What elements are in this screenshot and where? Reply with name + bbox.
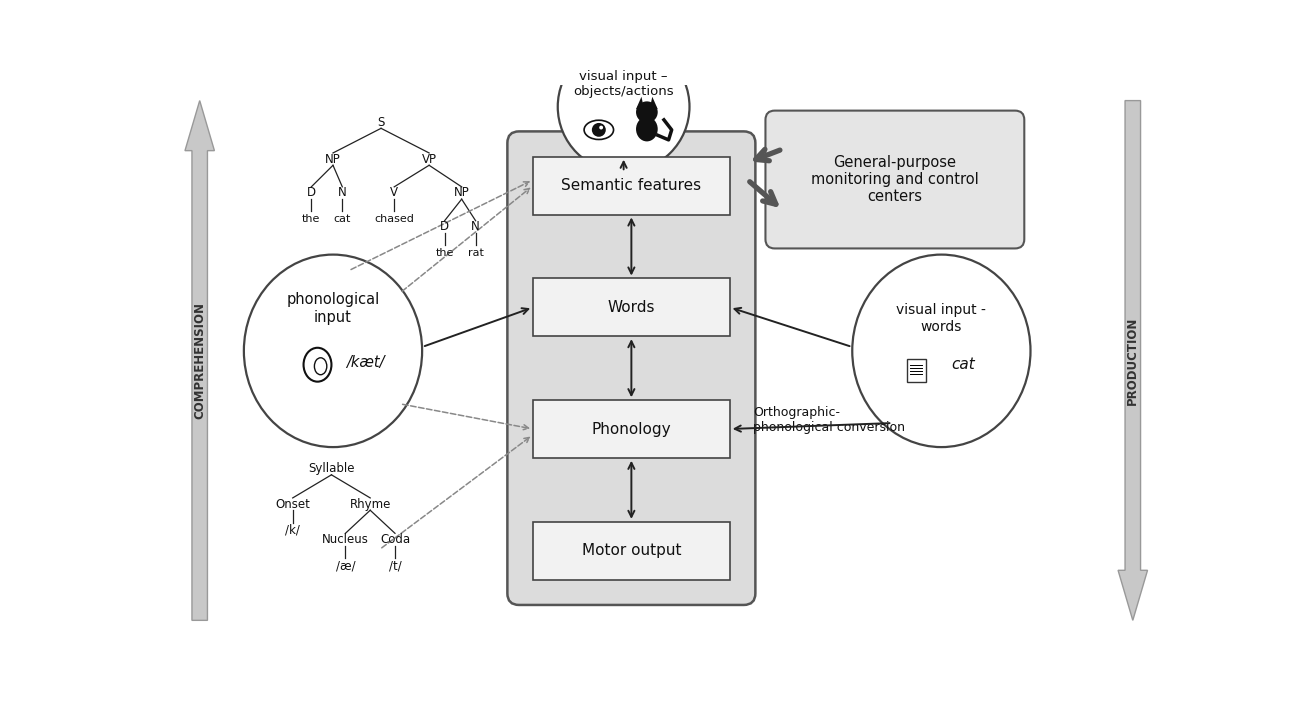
Ellipse shape bbox=[304, 348, 332, 382]
Text: Words: Words bbox=[607, 300, 655, 315]
Text: the: the bbox=[302, 214, 321, 224]
Ellipse shape bbox=[853, 255, 1031, 447]
Text: NP: NP bbox=[325, 153, 341, 165]
FancyBboxPatch shape bbox=[533, 157, 729, 214]
Text: Rhyme: Rhyme bbox=[350, 498, 391, 510]
Text: cat: cat bbox=[334, 214, 351, 224]
Text: Syllable: Syllable bbox=[308, 462, 355, 475]
FancyBboxPatch shape bbox=[766, 111, 1024, 248]
FancyBboxPatch shape bbox=[533, 278, 729, 337]
FancyBboxPatch shape bbox=[507, 131, 755, 605]
Polygon shape bbox=[185, 101, 215, 621]
Text: /æ/: /æ/ bbox=[335, 559, 355, 572]
Ellipse shape bbox=[636, 116, 658, 141]
Text: N: N bbox=[471, 220, 480, 234]
Circle shape bbox=[558, 41, 689, 173]
Text: the: the bbox=[436, 248, 454, 258]
Text: Motor output: Motor output bbox=[581, 543, 681, 558]
Text: D: D bbox=[439, 220, 450, 234]
FancyBboxPatch shape bbox=[907, 359, 926, 382]
Polygon shape bbox=[650, 97, 658, 109]
Text: Orthographic-
phonological conversion: Orthographic- phonological conversion bbox=[753, 406, 905, 435]
Text: visual input -
words: visual input - words bbox=[897, 303, 987, 334]
Circle shape bbox=[592, 123, 606, 137]
Text: cat: cat bbox=[952, 357, 975, 372]
Circle shape bbox=[636, 102, 658, 123]
Text: visual input –
objects/actions: visual input – objects/actions bbox=[573, 70, 673, 98]
Text: N: N bbox=[338, 187, 347, 200]
Ellipse shape bbox=[315, 358, 326, 375]
Text: Phonology: Phonology bbox=[592, 422, 671, 437]
Text: Onset: Onset bbox=[276, 498, 311, 510]
Text: /kæt/: /kæt/ bbox=[346, 355, 385, 370]
Text: NP: NP bbox=[454, 187, 469, 200]
Text: /t/: /t/ bbox=[389, 559, 402, 572]
Text: S: S bbox=[377, 116, 385, 129]
Text: VP: VP bbox=[421, 153, 437, 165]
Text: General-purpose
monitoring and control
centers: General-purpose monitoring and control c… bbox=[811, 155, 979, 204]
Text: V: V bbox=[390, 187, 398, 200]
Text: COMPREHENSION: COMPREHENSION bbox=[194, 302, 207, 420]
Text: rat: rat bbox=[468, 248, 484, 258]
Text: D: D bbox=[307, 187, 316, 200]
Text: Nucleus: Nucleus bbox=[322, 533, 369, 546]
Polygon shape bbox=[1118, 101, 1148, 621]
Text: phonological
input: phonological input bbox=[286, 293, 380, 324]
FancyBboxPatch shape bbox=[533, 400, 729, 458]
Text: Semantic features: Semantic features bbox=[562, 178, 702, 193]
Text: PRODUCTION: PRODUCTION bbox=[1126, 317, 1139, 405]
FancyBboxPatch shape bbox=[533, 522, 729, 579]
Ellipse shape bbox=[584, 120, 614, 139]
Polygon shape bbox=[636, 97, 643, 109]
Text: /k/: /k/ bbox=[285, 524, 300, 537]
Circle shape bbox=[599, 126, 603, 129]
Text: chased: chased bbox=[374, 214, 415, 224]
Ellipse shape bbox=[244, 255, 422, 447]
Text: Coda: Coda bbox=[380, 533, 410, 546]
